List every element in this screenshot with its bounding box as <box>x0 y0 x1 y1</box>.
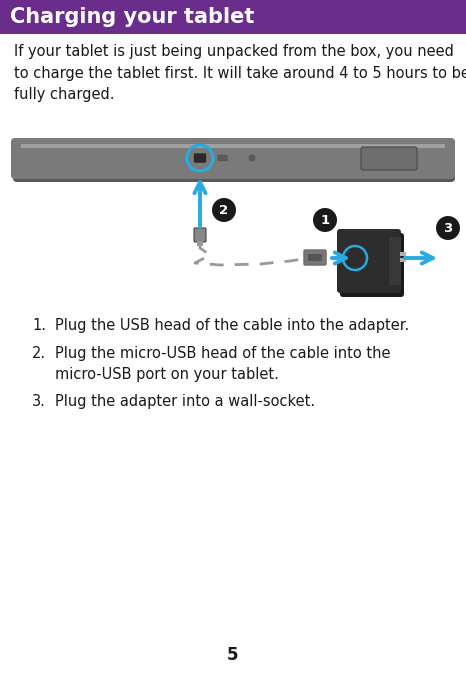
Text: Plug the USB head of the cable into the adapter.: Plug the USB head of the cable into the … <box>55 318 409 333</box>
Bar <box>0 0 466 34</box>
FancyBboxPatch shape <box>337 229 401 293</box>
Bar <box>197 241 203 246</box>
Circle shape <box>436 216 460 240</box>
Bar <box>400 252 406 256</box>
Text: If your tablet is just being unpacked from the box, you need
to charge the table: If your tablet is just being unpacked fr… <box>14 44 466 102</box>
Text: 3.: 3. <box>32 394 46 409</box>
FancyBboxPatch shape <box>217 155 228 162</box>
Bar <box>21 144 445 148</box>
Bar <box>400 258 406 262</box>
FancyBboxPatch shape <box>304 250 326 265</box>
Text: Plug the micro-USB head of the cable into the
micro-USB port on your tablet.: Plug the micro-USB head of the cable int… <box>55 346 391 382</box>
Text: 3: 3 <box>443 222 452 235</box>
Bar <box>308 254 322 261</box>
Text: Charging your tablet: Charging your tablet <box>10 7 254 27</box>
FancyBboxPatch shape <box>11 138 455 179</box>
Text: 2: 2 <box>219 203 228 216</box>
Circle shape <box>313 208 337 232</box>
FancyBboxPatch shape <box>194 153 206 163</box>
Text: 1.: 1. <box>32 318 46 333</box>
Text: 2.: 2. <box>32 346 46 361</box>
Text: Plug the adapter into a wall-socket.: Plug the adapter into a wall-socket. <box>55 394 315 409</box>
Circle shape <box>248 155 255 162</box>
Circle shape <box>212 198 236 222</box>
Text: 5: 5 <box>227 646 239 664</box>
FancyBboxPatch shape <box>194 228 206 242</box>
FancyBboxPatch shape <box>361 147 417 170</box>
FancyBboxPatch shape <box>13 141 455 182</box>
FancyBboxPatch shape <box>340 233 404 297</box>
FancyBboxPatch shape <box>389 237 401 285</box>
Text: 1: 1 <box>321 214 329 226</box>
